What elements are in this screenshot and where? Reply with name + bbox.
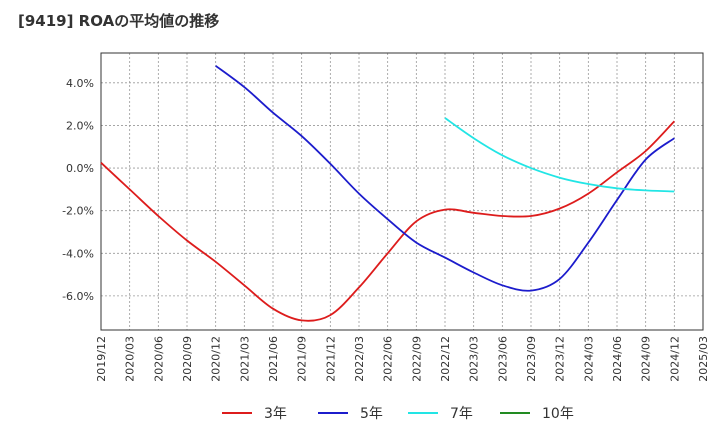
x-tick-label: 2020/09: [181, 336, 194, 382]
x-tick-label: 2025/03: [697, 336, 710, 382]
x-tick-label: 2024/06: [611, 336, 624, 382]
x-axis-tick-labels: 2019/12 2020/03 2020/06 2020/09 2020/12 2021/…: [95, 336, 710, 382]
x-tick-label: 2021/12: [324, 336, 337, 382]
y-axis-tick-labels: 4.0% 2.0% 0.0% -2.0% -4.0% -6.0%: [62, 77, 94, 303]
legend-label-3: 10年: [542, 406, 574, 422]
legend-label-1: 5年: [360, 406, 383, 422]
series-line-0: [100, 120, 675, 322]
x-tick-label: 2024/03: [582, 336, 595, 382]
plot-frame: [100, 52, 704, 331]
x-tick-label: 2024/12: [668, 336, 681, 382]
x-tick-label: 2020/12: [210, 336, 223, 382]
x-tick-label: 2020/03: [124, 336, 137, 382]
x-tick-label: 2022/06: [382, 336, 395, 382]
x-tick-label: 2024/09: [640, 336, 653, 382]
x-tick-label: 2023/03: [468, 336, 481, 382]
x-tick-label: 2021/06: [267, 336, 280, 382]
y-tick-label: 2.0%: [66, 119, 94, 132]
y-tick-label: 4.0%: [66, 77, 94, 90]
series-line-2: [444, 117, 675, 193]
x-tick-label: 2022/09: [410, 336, 423, 382]
x-tick-label: 2023/06: [496, 336, 509, 382]
y-tick-label: -6.0%: [62, 290, 94, 303]
x-tick-label: 2020/06: [152, 336, 165, 382]
legend-label-0: 3年: [264, 406, 287, 422]
legend-label-2: 7年: [450, 406, 473, 422]
x-tick-label: 2021/09: [296, 336, 309, 382]
x-tick-label: 2021/03: [238, 336, 251, 382]
chart-title: [9419] ROAの平均値の推移: [18, 12, 220, 30]
x-tick-label: 2019/12: [95, 336, 108, 382]
series-lines: [100, 65, 675, 322]
legend: 3年 5年 7年 10年: [222, 406, 574, 422]
x-tick-label: 2022/12: [439, 336, 452, 382]
x-tick-label: 2023/09: [525, 336, 538, 382]
series-line-1: [215, 65, 675, 292]
y-tick-label: 0.0%: [66, 162, 94, 175]
x-tick-label: 2023/12: [554, 336, 567, 382]
grid-lines: [100, 53, 704, 330]
y-tick-label: -2.0%: [62, 205, 94, 218]
y-tick-label: -4.0%: [62, 247, 94, 260]
x-tick-label: 2022/03: [353, 336, 366, 382]
